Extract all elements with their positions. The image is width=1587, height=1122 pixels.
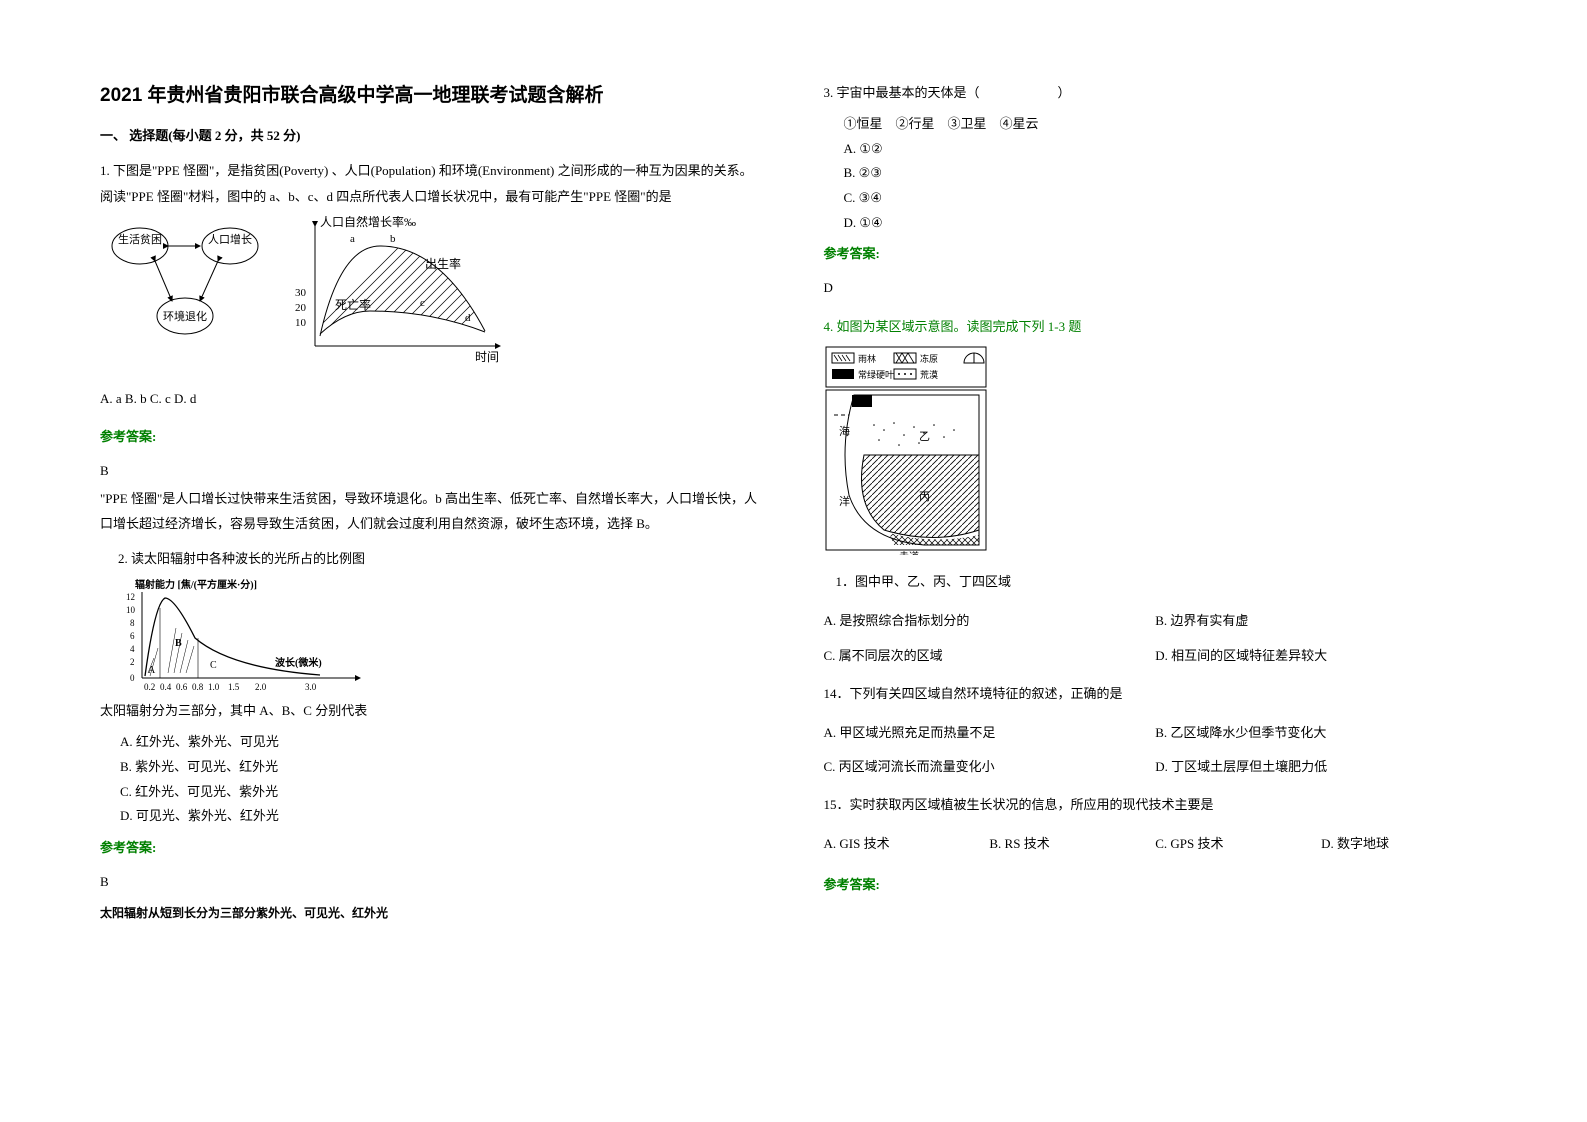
q1-options: A. a B. b C. c D. d [100,386,764,412]
svg-text:12: 12 [126,592,135,602]
svg-text:4: 4 [130,644,135,654]
q2-xlabel: 波长(微米) [275,656,322,669]
q3-answer-letter: D [824,280,1488,296]
svg-text:8: 8 [130,618,135,628]
q4-s15-optC: C. GPS 技术 [1155,830,1321,859]
svg-text:2.0: 2.0 [255,682,267,692]
svg-text:洋: 洋 [839,494,850,508]
q3-line2: ①恒星 ②行星 ③卫星 ④星云 [844,112,1488,137]
svg-text:0: 0 [130,673,135,683]
q1-stem: 1. 下图是"PPE 怪圈"，是指贫困(Poverty) 、人口(Populat… [100,158,764,210]
q4-s1-optD: D. 相互间的区域特征差异较大 [1155,642,1487,671]
q1-diagram: 生活贫困 人口增长 环境退化 人口自然增长率‰ 10 20 30 [100,216,520,386]
q2-optB: B. 紫外光、可见光、红外光 [120,755,764,780]
svg-text:0.6: 0.6 [176,682,188,692]
node-pop: 人口增长 [208,232,252,246]
svg-text:a: a [350,233,355,245]
q4-map: 雨林 冻原 常绿硬叶林 荒漠 北回归线 乙 丙 [824,345,1024,555]
q3-answer-label: 参考答案: [824,243,1488,262]
svg-text:20: 20 [295,302,307,314]
svg-text:10: 10 [295,317,307,329]
q3-optB: B. ②③ [844,161,1488,186]
svg-text:乙: 乙 [919,430,930,443]
q4-s14-optB: B. 乙区域降水少但季节变化大 [1155,719,1487,748]
svg-text:c: c [420,297,425,309]
q4-s14-optC: C. 丙区域河流长而流量变化小 [824,753,1156,782]
q4-answer-label: 参考答案: [824,874,1488,893]
q2-ylabel: 辐射能力 [焦/(平方厘米·分)] [135,578,257,591]
q2-sub: 太阳辐射分为三部分，其中 A、B、C 分别代表 [100,698,764,724]
page-title: 2021 年贵州省贵阳市联合高级中学高一地理联考试题含解析 [100,80,764,107]
q4-s14-optA: A. 甲区域光照充足而热量不足 [824,719,1156,748]
q4-sub14-row2: C. 丙区域河流长而流量变化小 D. 丁区域土层厚但土壤肥力低 [824,753,1488,782]
svg-text:10: 10 [126,605,136,615]
svg-text:C: C [210,660,217,671]
svg-text:B: B [175,638,182,649]
q1-answer-letter: B [100,463,764,479]
q2-optC: C. 红外光、可见光、紫外光 [120,780,764,805]
q4-sub14: 14．下列有关四区域自然环境特征的叙述，正确的是 [824,681,1488,707]
svg-text:0.4: 0.4 [160,682,172,692]
node-poverty: 生活贫困 [118,232,162,246]
q4-sub1-row1: A. 是按照综合指标划分的 B. 边界有实有虚 [824,607,1488,636]
svg-text:d: d [465,312,471,324]
q1-answer-label: 参考答案: [100,426,764,445]
q2-bold: 太阳辐射从短到长分为三部分紫外光、可见光、红外光 [100,904,764,921]
svg-text:30: 30 [295,287,307,299]
svg-text:b: b [390,233,396,245]
q1-time-label: 时间 [475,350,499,364]
q2-answer-label: 参考答案: [100,837,764,856]
q2-chart: 辐射能力 [焦/(平方厘米·分)] 12 10 8 6 4 2 0 0.2 0.… [120,578,400,698]
left-column: 2021 年贵州省贵阳市联合高级中学高一地理联考试题含解析 一、 选择题(每小题… [100,80,764,1082]
svg-text:荒漠: 荒漠 [920,370,938,380]
q4-s1-optB: B. 边界有实有虚 [1155,607,1487,636]
svg-text:2: 2 [130,657,135,667]
q4-sub14-row1: A. 甲区域光照充足而热量不足 B. 乙区域降水少但季节变化大 [824,719,1488,748]
svg-text:丙: 丙 [919,491,930,503]
svg-text:3.0: 3.0 [305,682,317,692]
section-header: 一、 选择题(每小题 2 分，共 52 分) [100,125,764,144]
svg-text:0.2: 0.2 [144,682,155,692]
svg-text:冻原: 冻原 [920,353,938,364]
q4-sub1: 1．图中甲、乙、丙、丁四区域 [836,569,1488,595]
q4-s15-optA: A. GIS 技术 [824,830,990,859]
q4-header: 4. 如图为某区域示意图。读图完成下列 1-3 题 [824,316,1488,335]
q3-optD: D. ①④ [844,211,1488,236]
q4-sub15: 15．实时获取丙区域植被生长状况的信息，所应用的现代技术主要是 [824,792,1488,818]
q4-sub1-row2: C. 属不同层次的区域 D. 相互间的区域特征差异较大 [824,642,1488,671]
q3-optA: A. ①② [844,137,1488,162]
svg-text:1.0: 1.0 [208,682,220,692]
q2-optD: D. 可见光、紫外光、红外光 [120,804,764,829]
svg-text:0.8: 0.8 [192,682,204,692]
q3-optC: C. ③④ [844,186,1488,211]
q1-ylabel: 人口自然增长率‰ [320,216,416,229]
svg-text:海: 海 [839,424,850,438]
node-env: 环境退化 [163,309,207,323]
q4-s1-optC: C. 属不同层次的区域 [824,642,1156,671]
q4-s1-optA: A. 是按照综合指标划分的 [824,607,1156,636]
q1-birth-label: 出生率 [425,256,461,271]
svg-text:1.5: 1.5 [228,682,240,692]
svg-text:6: 6 [130,631,135,641]
right-column: 3. 宇宙中最基本的天体是（ ） ①恒星 ②行星 ③卫星 ④星云 A. ①② B… [824,80,1488,1082]
q2-stem: 2. 读太阳辐射中各种波长的光所占的比例图 [118,546,764,572]
svg-text:A: A [148,665,156,676]
svg-text:雨林: 雨林 [858,353,876,364]
q1-death-label: 死亡率 [335,297,371,312]
q2-answer-letter: B [100,874,764,890]
q4-sub15-row: A. GIS 技术 B. RS 技术 C. GPS 技术 D. 数字地球 [824,830,1488,859]
q4-s15-optB: B. RS 技术 [989,830,1155,859]
q3-stem: 3. 宇宙中最基本的天体是（ ） [824,80,1488,106]
q2-optA: A. 红外光、紫外光、可见光 [120,730,764,755]
q4-s14-optD: D. 丁区域土层厚但土壤肥力低 [1155,753,1487,782]
q1-explain: "PPE 怪圈"是人口增长过快带来生活贫困，导致环境退化。b 高出生率、低死亡率… [100,487,764,536]
q4-s15-optD: D. 数字地球 [1321,830,1487,859]
